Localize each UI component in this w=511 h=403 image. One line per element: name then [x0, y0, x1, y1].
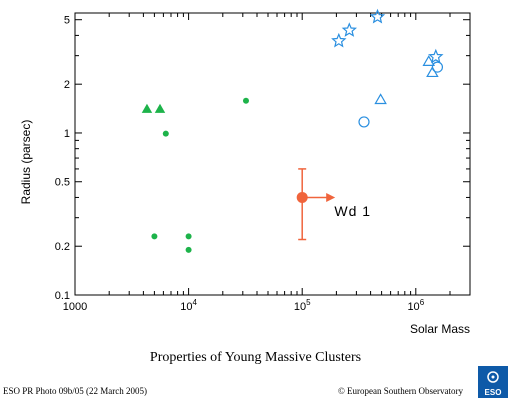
data-point — [431, 61, 444, 73]
figure-caption: Properties of Young Massive Clusters — [149, 350, 362, 365]
scatter-chart: 1000 104 105 106 0.1 0.2 0.5 1 2 5 Wd 1 Solar Mas… — [19, 8, 471, 336]
x-tick-label: 105 — [294, 298, 311, 313]
copyright-credit: © European Southern Observatory — [337, 386, 463, 396]
data-point — [331, 32, 347, 48]
data-point — [242, 97, 249, 104]
y-tick-label: 0.1 — [55, 290, 70, 302]
y-axis-label: Radius (parsec) — [19, 120, 33, 205]
data-marks: Wd 1 — [141, 8, 444, 253]
axis-ticks: 1000 104 105 106 0.1 0.2 0.5 1 2 5 — [55, 13, 471, 313]
arrow-head-icon — [326, 192, 336, 202]
data-point — [428, 48, 444, 64]
x-tick-label: 104 — [180, 298, 197, 313]
data-point — [358, 116, 370, 128]
y-tick-label: 1 — [64, 128, 70, 140]
data-point — [374, 93, 387, 105]
eso-logo-icon: ESO — [478, 366, 508, 398]
data-point — [369, 8, 386, 24]
data-point — [154, 103, 166, 113]
data-point — [185, 246, 192, 253]
svg-text:ESO: ESO — [485, 388, 502, 397]
x-tick-label: 106 — [407, 298, 424, 313]
x-axis-label: Solar Mass — [410, 322, 470, 336]
data-point — [185, 233, 192, 240]
y-tick-label: 0.2 — [55, 241, 70, 253]
data-point — [341, 22, 358, 37]
data-point — [162, 130, 169, 137]
data-point — [141, 103, 153, 113]
y-tick-label: 2 — [64, 79, 70, 91]
data-point — [422, 55, 436, 66]
y-tick-label: 5 — [64, 15, 70, 27]
data-point — [151, 233, 158, 240]
plot-frame — [74, 12, 471, 296]
data-point — [296, 191, 308, 203]
y-tick-label: 0.5 — [55, 177, 70, 189]
photo-credit: ESO PR Photo 09b/05 (22 March 2005) — [3, 386, 147, 396]
point-annotation: Wd 1 — [334, 203, 371, 219]
x-tick-label: 1000 — [63, 301, 87, 313]
